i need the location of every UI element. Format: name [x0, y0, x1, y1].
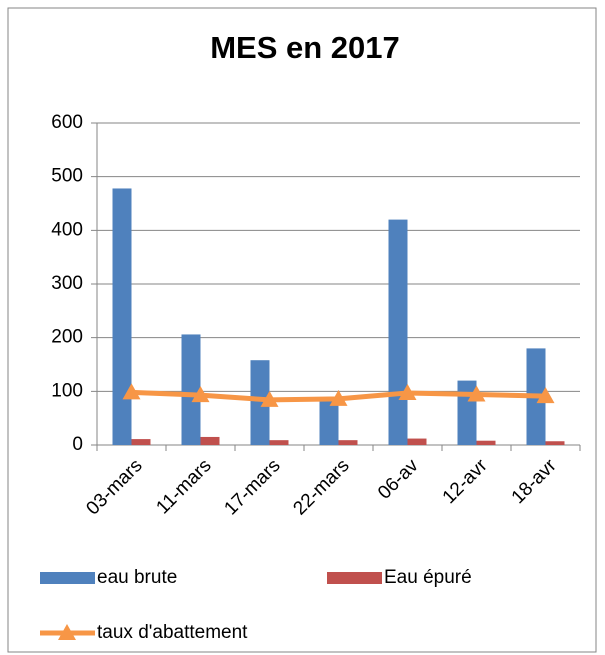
bar	[250, 360, 270, 445]
line-marker	[260, 390, 279, 407]
legend-swatch	[327, 572, 382, 584]
chart-title: MES en 2017	[210, 30, 400, 65]
y-tick-label: 200	[51, 327, 83, 348]
bar	[181, 334, 201, 445]
bar	[476, 440, 496, 445]
line-marker	[536, 387, 555, 404]
y-tick-label: 600	[51, 112, 83, 133]
y-tick-label: 400	[51, 219, 83, 240]
y-tick-label: 0	[72, 434, 83, 455]
legend-label: eau brute	[97, 567, 177, 588]
bar	[112, 188, 132, 445]
legend-swatch	[40, 572, 95, 584]
legend-label: taux d'abattement	[97, 622, 248, 643]
bar	[457, 380, 477, 445]
y-tick-label: 100	[51, 380, 83, 401]
bar	[200, 436, 220, 445]
chart-border	[7, 7, 597, 653]
bar	[319, 399, 339, 445]
line-marker	[122, 383, 141, 400]
line-marker	[191, 386, 210, 403]
bar	[338, 440, 358, 445]
line-marker	[398, 383, 417, 400]
legend-marker	[58, 624, 76, 640]
legend-label: Eau épuré	[384, 567, 472, 588]
line-marker	[467, 385, 486, 402]
y-tick-label: 500	[51, 166, 83, 187]
bar	[269, 440, 289, 445]
y-tick-label: 300	[51, 273, 83, 294]
line-marker	[329, 389, 348, 406]
bar	[131, 439, 151, 445]
bar	[545, 441, 565, 445]
bar	[407, 438, 427, 445]
bar	[388, 219, 408, 445]
